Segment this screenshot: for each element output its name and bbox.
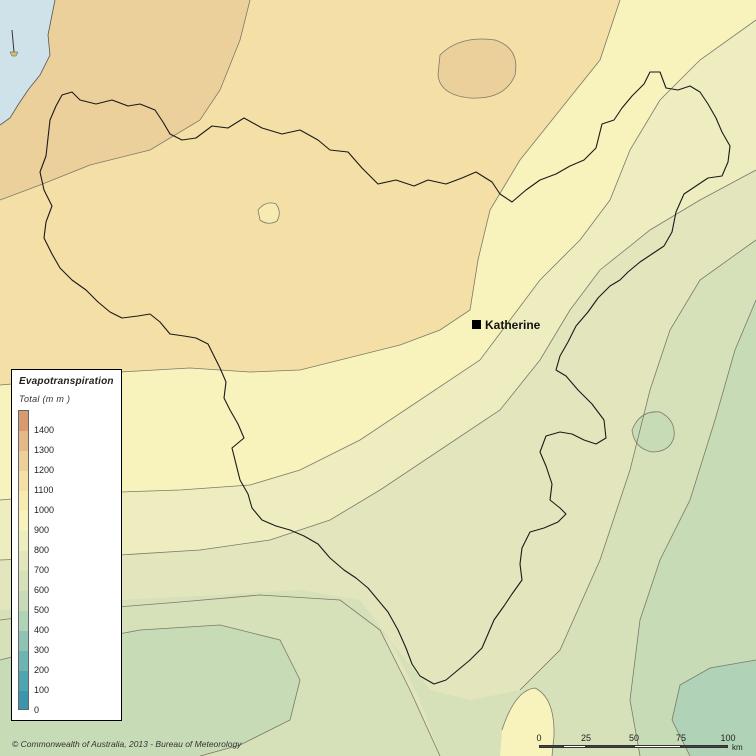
- legend-label: 600: [34, 585, 50, 595]
- legend-subtitle: Total (m m ): [19, 394, 71, 404]
- legend-label: 200: [34, 665, 50, 675]
- contour-1100: [0, 0, 621, 386]
- legend-label: 700: [34, 565, 50, 575]
- scale-segment: [634, 745, 681, 748]
- zone-500-east-patch: [632, 411, 675, 452]
- contour-800-east: [519, 239, 756, 691]
- contour-1200: [0, 0, 251, 201]
- legend-color-ramp: [18, 410, 29, 710]
- contour-700-se: [629, 299, 756, 756]
- legend-swatch-100: [19, 671, 28, 691]
- water-body: [0, 0, 55, 125]
- legend-label: 1400: [34, 425, 55, 435]
- legend-label: 900: [34, 525, 50, 535]
- scale-segment: [681, 745, 728, 748]
- legend-label: 1300: [34, 445, 55, 455]
- legend-swatch-300: [19, 631, 28, 651]
- legend-swatch-1000: [19, 491, 28, 511]
- legend-panel: Evapotranspiration Total (m m ) 1400 130…: [11, 369, 122, 721]
- scale-tick-label: 100: [720, 733, 736, 743]
- legend-label: 500: [34, 605, 50, 615]
- legend-swatch-900: [19, 511, 28, 531]
- legend-label: 300: [34, 645, 50, 655]
- legend-swatch-800: [19, 531, 28, 551]
- scale-segment: [539, 745, 563, 748]
- legend-label: 0: [34, 705, 40, 715]
- zone-1000-hole: [258, 202, 280, 224]
- legend-swatch-1100: [19, 471, 28, 491]
- legend-label: 800: [34, 545, 50, 555]
- legend-swatch-700: [19, 551, 28, 571]
- legend-swatch-1200: [19, 451, 28, 471]
- legend-swatch-1300: [19, 431, 28, 451]
- scale-tick-label: 25: [580, 733, 592, 743]
- legend-swatch-500: [19, 591, 28, 611]
- legend-label: 1000: [34, 505, 55, 515]
- zone-500-southeast: [630, 300, 756, 756]
- scale-unit-label: km: [732, 743, 743, 752]
- zone-1200: [0, 0, 250, 200]
- legend-swatch-0: [19, 691, 28, 709]
- legend-title: Evapotranspiration: [19, 376, 114, 387]
- legend-swatch-200: [19, 651, 28, 671]
- scale-bar: 0 25 50 75 100 km: [528, 733, 743, 753]
- contour-patch-c: [631, 411, 675, 453]
- scale-segment: [586, 745, 634, 748]
- contour-1000: [0, 19, 756, 501]
- zone-900: [0, 0, 756, 500]
- town-label: Katherine: [485, 318, 541, 332]
- zone-1200-patch: [438, 39, 516, 99]
- town-marker-icon[interactable]: [472, 320, 481, 329]
- legend-swatch-1400: [19, 411, 28, 431]
- contour-patch-b: [257, 202, 280, 224]
- legend-label: 1200: [34, 465, 55, 475]
- scale-segment: [563, 745, 586, 748]
- contour-patch-e: [501, 687, 555, 756]
- contour-900: [0, 169, 756, 561]
- legend-swatch-400: [19, 611, 28, 631]
- legend-swatch-600: [19, 571, 28, 591]
- scale-tick-label: 50: [628, 733, 640, 743]
- contour-patch-d: [671, 659, 756, 756]
- zone-900-south-patch: [500, 688, 555, 756]
- catchment-boundary: [39, 71, 731, 685]
- copyright-text: © Commonwealth of Australia, 2013 - Bure…: [12, 739, 242, 749]
- coastline: [0, 0, 56, 126]
- legend-label: 100: [34, 685, 50, 695]
- legend-label: 400: [34, 625, 50, 635]
- legend-label: 1100: [34, 485, 54, 495]
- scale-tick-label: 75: [675, 733, 687, 743]
- zone-400-southeast: [672, 660, 756, 756]
- contour-patch-a: [437, 38, 517, 99]
- scale-tick-label: 0: [536, 733, 542, 743]
